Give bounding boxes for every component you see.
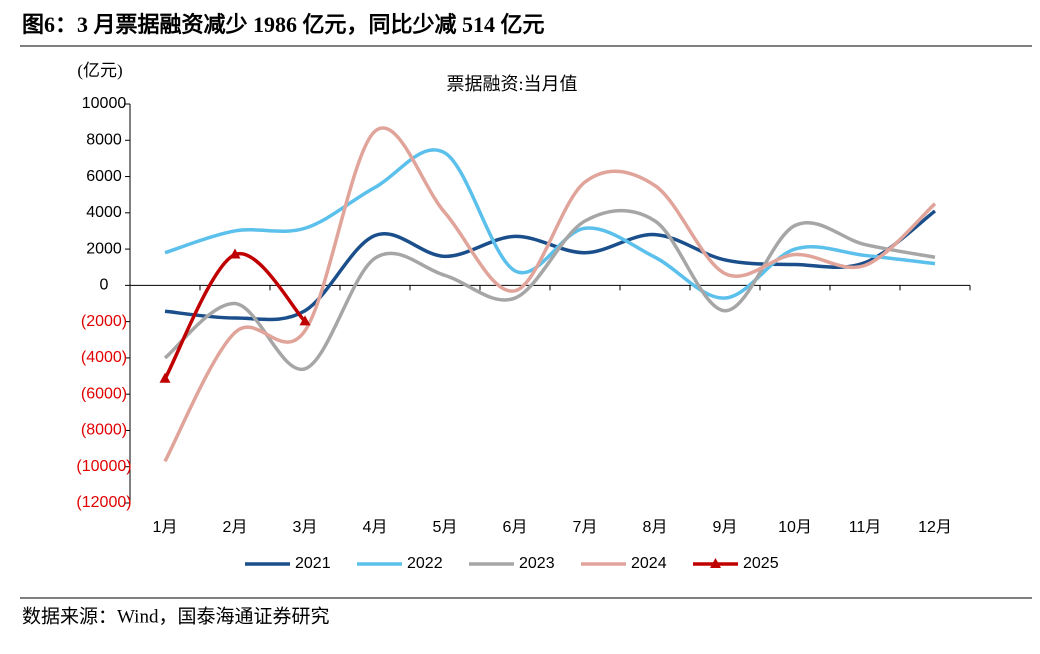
series-line (163, 126, 937, 463)
y-tick-label: 4000 (86, 204, 122, 221)
x-tick-label: 10月 (778, 519, 812, 536)
x-tick-label: 3月 (293, 519, 318, 536)
legend-marker (710, 558, 721, 568)
source: 数据来源：Wind，国泰海通证券研究 (22, 605, 329, 627)
subtitle: 票据融资:当月值 (446, 74, 577, 94)
x-tick-label: 2月 (223, 519, 248, 536)
y-tick-label: 6000 (86, 168, 122, 185)
y-tick-label: (10000) (76, 458, 131, 475)
x-tick-label: 8月 (643, 519, 668, 536)
y-tick-label: (8000) (81, 422, 127, 439)
x-tick-label: 12月 (918, 519, 952, 536)
y-tick-label: 2000 (86, 240, 122, 257)
legend-label: 2024 (631, 555, 667, 572)
x-tick-label: 9月 (713, 519, 738, 536)
marker (159, 372, 171, 383)
x-tick-label: 11月 (849, 519, 882, 536)
x-tick-label: 4月 (363, 519, 388, 536)
y-tick-label: (12000) (76, 494, 131, 511)
series-line (163, 208, 936, 371)
y-tick-label: (2000) (81, 313, 127, 330)
y-tick-label: 0 (100, 277, 109, 294)
y-tick-label: 8000 (86, 131, 122, 148)
y-tick-label: 10000 (82, 95, 127, 112)
marker (299, 315, 311, 326)
y-tick-label: (6000) (81, 385, 127, 402)
series-line (164, 209, 937, 322)
x-tick-label: 5月 (433, 519, 458, 536)
x-tick-label: 1月 (153, 519, 178, 536)
legend-label: 2021 (295, 555, 331, 572)
x-tick-label: 7月 (573, 519, 598, 536)
y-unit: (亿元) (77, 61, 122, 80)
x-tick-label: 6月 (503, 519, 528, 536)
y-tick-label: (4000) (81, 349, 127, 366)
legend-label: 2022 (407, 555, 443, 572)
legend-label: 2025 (743, 555, 779, 572)
title: 图6：3 月票据融资减少 1986 亿元，同比少减 514 亿元 (22, 12, 545, 37)
marker (229, 248, 241, 259)
legend-label: 2023 (519, 555, 555, 572)
